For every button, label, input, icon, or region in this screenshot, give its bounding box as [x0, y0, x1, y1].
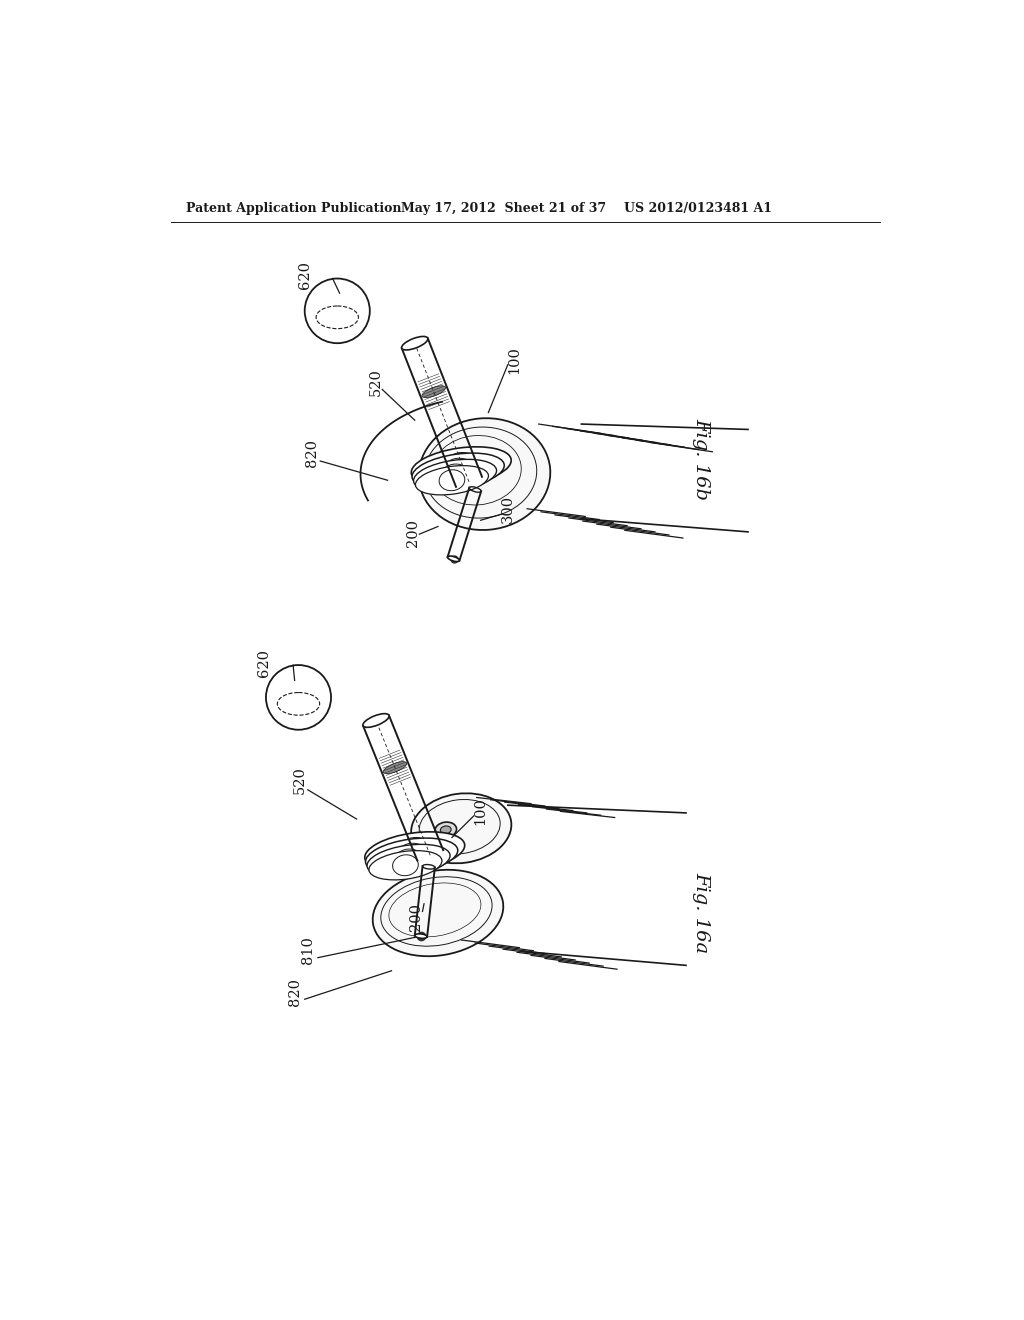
Ellipse shape [373, 870, 503, 956]
Ellipse shape [443, 453, 479, 480]
Ellipse shape [416, 466, 488, 495]
Ellipse shape [411, 793, 511, 863]
Text: 810: 810 [301, 936, 314, 964]
Ellipse shape [412, 446, 511, 486]
Ellipse shape [392, 855, 418, 875]
Ellipse shape [442, 458, 474, 484]
Text: May 17, 2012  Sheet 21 of 37: May 17, 2012 Sheet 21 of 37 [400, 202, 606, 215]
Ellipse shape [395, 843, 428, 869]
Ellipse shape [440, 826, 452, 834]
Ellipse shape [447, 556, 460, 561]
Ellipse shape [401, 337, 428, 350]
Text: 200: 200 [407, 519, 420, 548]
Text: 300: 300 [501, 495, 515, 523]
Ellipse shape [362, 714, 389, 727]
Text: 520: 520 [369, 368, 383, 396]
Text: 620: 620 [257, 648, 270, 677]
Ellipse shape [435, 822, 457, 838]
Ellipse shape [366, 838, 458, 874]
Text: 820: 820 [288, 978, 302, 1006]
Ellipse shape [367, 845, 451, 876]
Text: Fig. 16b: Fig. 16b [692, 417, 711, 500]
Ellipse shape [369, 850, 442, 880]
Ellipse shape [397, 837, 432, 866]
Ellipse shape [365, 832, 465, 871]
Ellipse shape [394, 849, 423, 873]
Text: 820: 820 [305, 438, 319, 466]
Text: 100: 100 [507, 346, 521, 374]
Ellipse shape [439, 470, 465, 491]
Ellipse shape [419, 418, 550, 531]
Text: 520: 520 [293, 767, 307, 795]
Ellipse shape [415, 933, 427, 939]
Ellipse shape [412, 453, 504, 488]
Text: 200: 200 [410, 903, 423, 931]
Text: Patent Application Publication: Patent Application Publication [186, 202, 401, 215]
Ellipse shape [440, 465, 470, 487]
Text: Fig. 16a: Fig. 16a [692, 873, 711, 953]
Ellipse shape [422, 385, 445, 397]
Text: 620: 620 [298, 261, 311, 289]
Ellipse shape [414, 459, 497, 492]
Text: 100: 100 [473, 797, 486, 825]
Text: US 2012/0123481 A1: US 2012/0123481 A1 [624, 202, 772, 215]
Ellipse shape [383, 762, 407, 774]
